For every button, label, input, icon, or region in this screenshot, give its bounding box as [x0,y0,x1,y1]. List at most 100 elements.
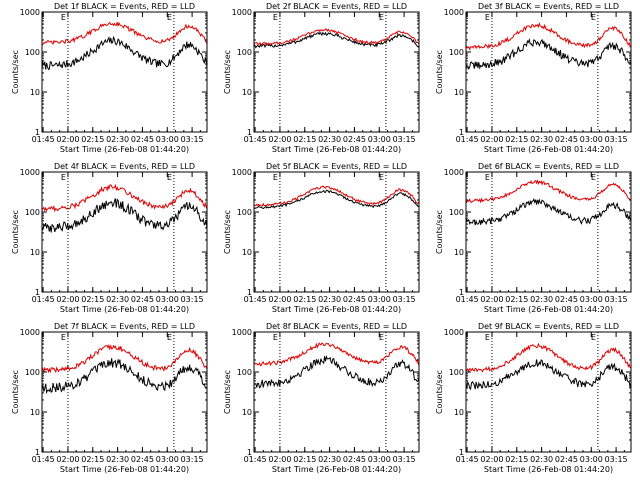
x-tick-label: 02:45 [555,135,578,144]
panel-title: Det 1f BLACK = Events, RED = LLD [54,2,195,11]
y-tick-label: 100 [449,368,464,377]
x-tick-label: 03:15 [393,295,416,304]
x-tick-label: 02:45 [131,455,154,464]
y-tick-label: 1000 [20,168,40,177]
x-tick-label: 02:00 [56,135,79,144]
time-marker-label: E [61,333,66,342]
plot-frame [41,171,208,293]
y-tick-label: 1000 [20,328,40,337]
x-tick-label: 02:00 [480,455,503,464]
time-marker-label: E [273,173,278,182]
x-tick-label: 03:00 [368,135,391,144]
x-tick-label: 03:00 [156,455,179,464]
plot-frame [253,331,420,453]
x-tick-label: 02:30 [106,135,129,144]
plot-frame [253,11,420,133]
panel-det-7f: Det 7f BLACK = Events, RED = LLD E E 1 10 100… [11,322,208,474]
series-lld-line [253,185,420,207]
y-tick-label: 10 [30,408,40,417]
panel-det-8f: Det 8f BLACK = Events, RED = LLD E E 1 10 100… [223,322,420,474]
plot-frame [465,171,632,293]
y-tick-label: 100 [237,208,252,217]
y-tick-label: 10 [454,248,464,257]
x-tick-label: 02:15 [81,135,104,144]
x-tick-label: 02:15 [505,295,528,304]
x-tick-label: 02:15 [293,135,316,144]
x-tick-label: 03:00 [368,455,391,464]
y-tick-label: 100 [449,208,464,217]
plot-frame [41,331,208,453]
y-tick-label: 1000 [444,8,464,17]
x-tick-label: 02:15 [293,295,316,304]
y-axis-label: Counts/sec [435,50,444,94]
plot-frame [465,331,632,453]
x-tick-label: 03:00 [580,135,603,144]
series-lld-line [41,343,208,374]
x-tick-label: 02:00 [56,295,79,304]
x-tick-label: 01:45 [32,135,55,144]
time-marker-label: E [167,173,172,182]
x-tick-label: 01:45 [32,455,55,464]
x-tick-label: 01:45 [244,455,267,464]
x-tick-label: 02:30 [318,295,341,304]
y-tick-label: 10 [242,408,252,417]
x-tick-label: 03:00 [368,295,391,304]
panel-title: Det 9f BLACK = Events, RED = LLD [478,322,619,331]
series-lld-line [465,21,632,51]
x-tick-label: 03:15 [181,135,204,144]
x-tick-label: 02:45 [343,135,366,144]
panel-title: Det 5f BLACK = Events, RED = LLD [266,162,407,171]
x-axis-label: Start Time (26-Feb-08 01:44:20) [272,465,401,474]
panel-title: Det 4f BLACK = Events, RED = LLD [54,162,195,171]
y-tick-label: 10 [242,248,252,257]
series-events-line [465,359,632,391]
time-marker-label: E [591,13,596,22]
x-tick-label: 03:15 [393,135,416,144]
y-tick-label: 1 [459,288,464,297]
x-tick-label: 02:45 [131,295,154,304]
y-tick-label: 1 [35,128,40,137]
panel-det-9f: Det 9f BLACK = Events, RED = LLD E E 1 10 100… [435,322,632,474]
series-lld-line [41,183,208,213]
x-tick-label: 02:30 [318,135,341,144]
x-tick-label: 02:45 [555,455,578,464]
time-marker-label: E [591,173,596,182]
x-tick-label: 02:45 [343,295,366,304]
time-marker-label: E [167,333,172,342]
x-tick-label: 02:15 [81,455,104,464]
panel-title: Det 2f BLACK = Events, RED = LLD [266,2,407,11]
y-tick-label: 10 [30,248,40,257]
x-tick-label: 02:15 [81,295,104,304]
x-tick-label: 03:15 [605,455,628,464]
x-tick-label: 02:30 [106,455,129,464]
series-events-line [254,354,420,389]
panel-title: Det 3f BLACK = Events, RED = LLD [478,2,619,11]
x-tick-label: 02:45 [131,135,154,144]
x-tick-label: 01:45 [244,135,267,144]
y-tick-label: 1 [459,128,464,137]
y-tick-label: 1 [35,288,40,297]
series-events-line [41,358,208,395]
x-tick-label: 02:15 [505,135,528,144]
y-axis-label: Counts/sec [11,370,20,414]
y-tick-label: 1000 [232,168,252,177]
panel-det-6f: Det 6f BLACK = Events, RED = LLD E E 1 10 100… [435,162,632,314]
series-lld-line [253,28,420,46]
y-tick-label: 100 [25,208,40,217]
x-tick-label: 02:30 [106,295,129,304]
x-tick-label: 02:00 [268,455,291,464]
x-tick-label: 03:00 [156,135,179,144]
x-axis-label: Start Time (26-Feb-08 01:44:20) [484,465,613,474]
x-axis-label: Start Time (26-Feb-08 01:44:20) [60,305,189,314]
y-tick-label: 1000 [444,168,464,177]
time-marker-label: E [485,13,490,22]
x-tick-label: 03:15 [393,455,416,464]
panel-det-1f: Det 1f BLACK = Events, RED = LLD E E 1 10 100… [11,2,208,154]
y-tick-label: 10 [30,88,40,97]
y-tick-label: 1000 [444,328,464,337]
x-tick-label: 02:30 [530,135,553,144]
x-axis-label: Start Time (26-Feb-08 01:44:20) [60,145,189,154]
x-tick-label: 03:00 [580,455,603,464]
time-marker-label: E [379,173,384,182]
